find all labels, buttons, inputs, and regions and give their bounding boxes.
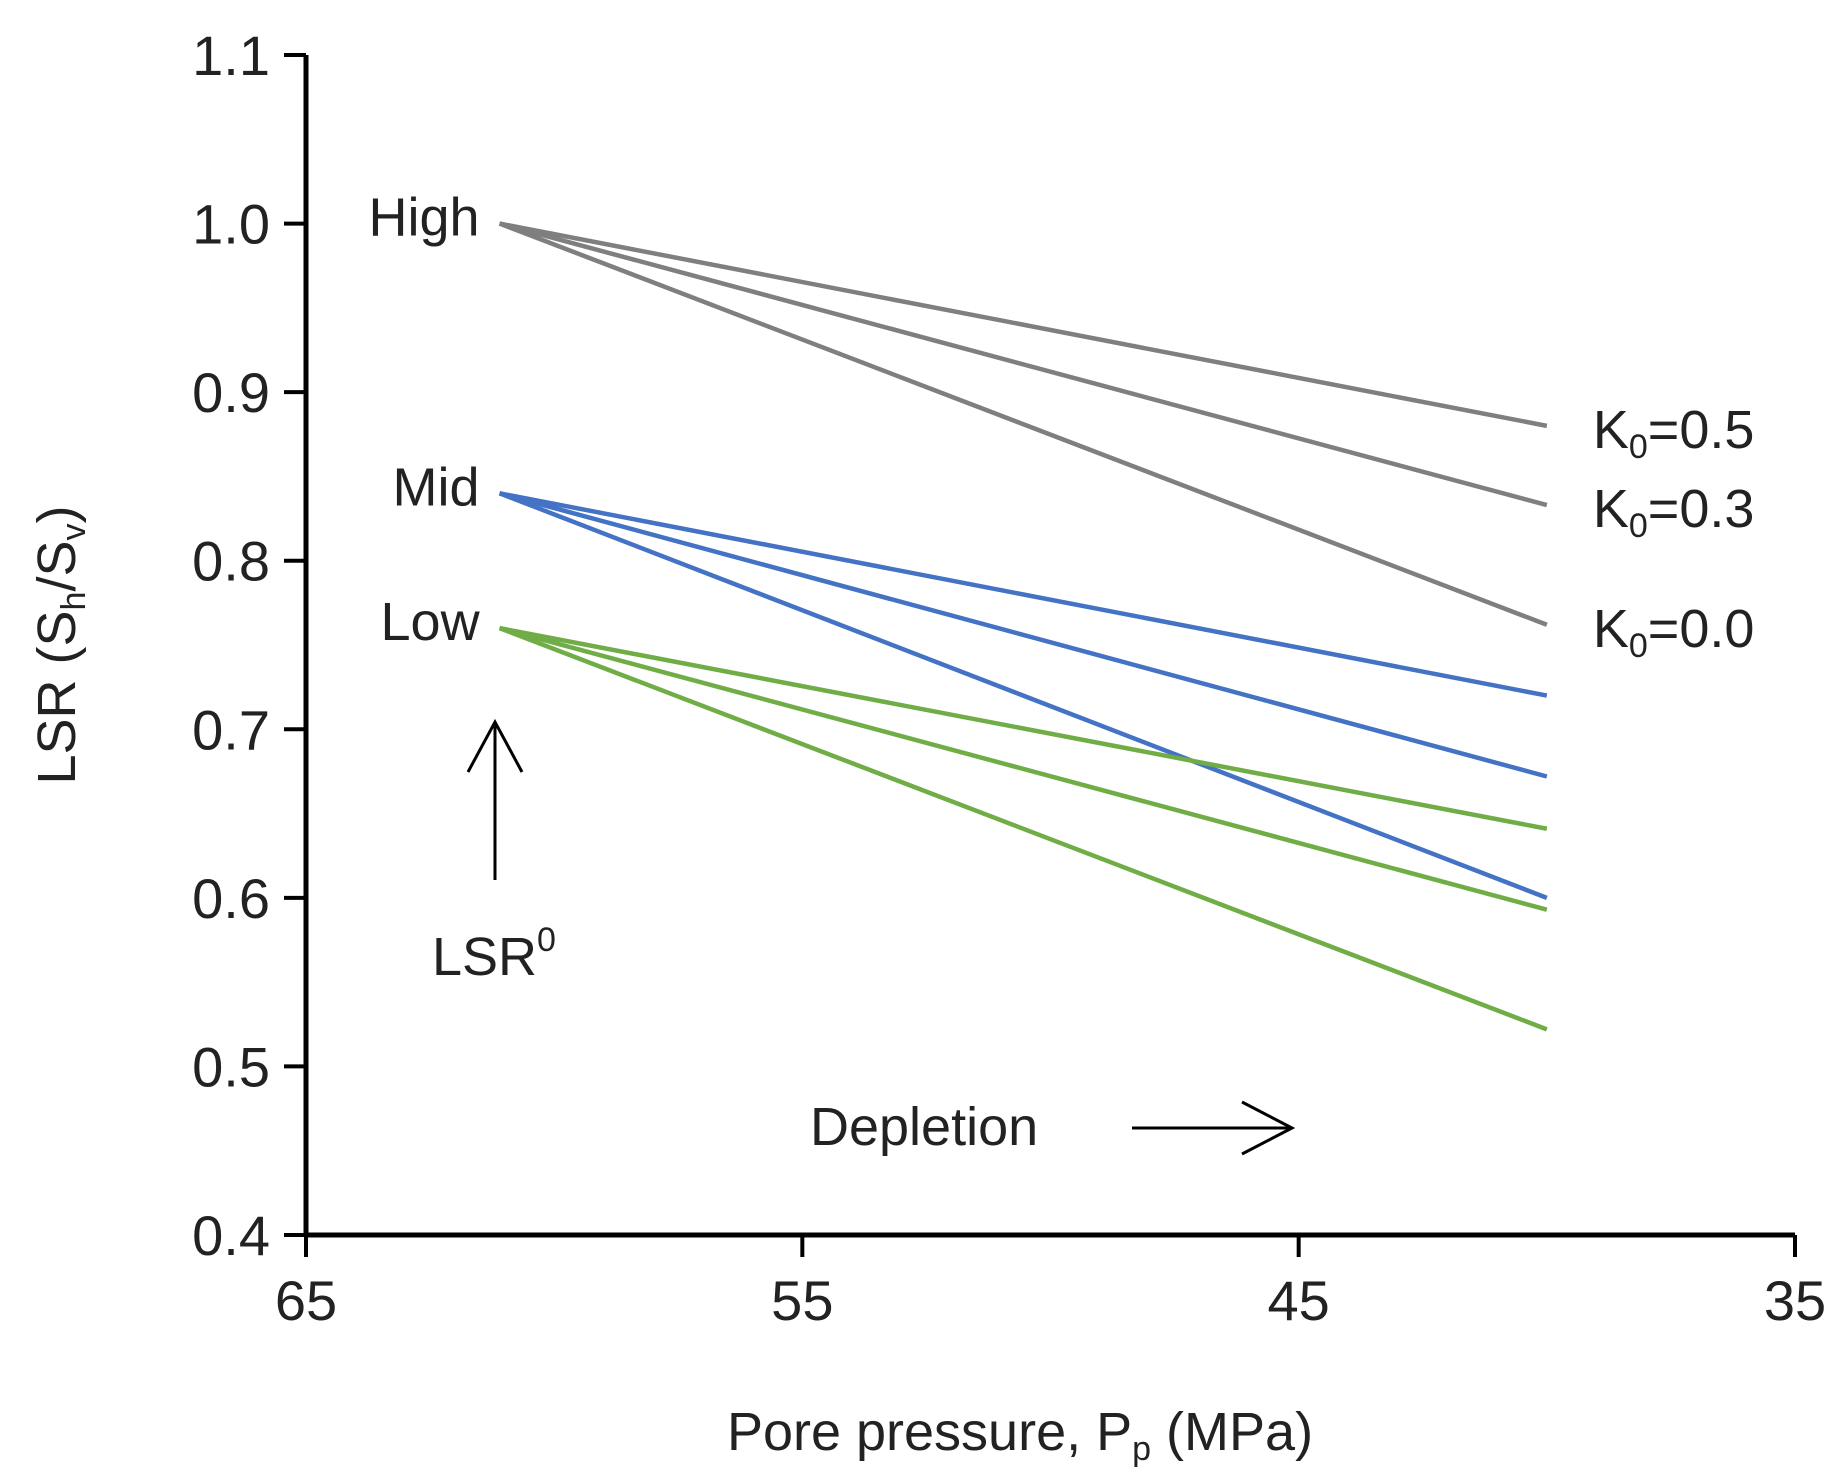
series-line-low — [498, 625, 1548, 912]
y-tick-label: 0.9 — [192, 361, 270, 424]
y-axis-title: LSR (Sh/Sv) — [27, 506, 93, 785]
x-tick-label: 35 — [1764, 1269, 1826, 1332]
series-line-low — [499, 625, 1548, 831]
series-line-mid — [498, 491, 1548, 900]
y-tick-label: 0.5 — [192, 1035, 270, 1098]
series-line-mid — [498, 491, 1548, 779]
y-tick-label: 0.7 — [192, 698, 270, 761]
x-tick-label: 45 — [1268, 1269, 1330, 1332]
series-line-high — [499, 221, 1548, 429]
depletion-annotation: Depletion — [810, 1097, 1296, 1157]
k0-label: K0=0.0 — [1593, 599, 1755, 665]
depletion-arrow-head — [1241, 1100, 1296, 1156]
y-tick-label: 0.6 — [192, 867, 270, 930]
axes — [303, 55, 1795, 1238]
series-line-high — [498, 221, 1548, 508]
series-line-mid — [499, 491, 1548, 698]
series-layer — [498, 221, 1548, 1032]
lsr0-label: LSR0 — [432, 921, 556, 987]
y-tick-label: 1.0 — [192, 193, 270, 256]
k-labels: K0=0.5 K0=0.3 K0=0.0 — [1593, 400, 1755, 665]
y-tick-label: 0.4 — [192, 1204, 270, 1267]
x-axis-title: Pore pressure, Pp (MPa) — [727, 1402, 1313, 1468]
start-label: Mid — [393, 457, 480, 517]
start-labels: High Mid Low — [369, 188, 481, 653]
ticks: 0.4 0.5 0.6 0.7 0.8 0.9 1.0 1.1 65 55 45 35 — [192, 24, 1826, 1332]
k0-label: K0=0.5 — [1593, 400, 1755, 466]
start-label: High — [369, 188, 480, 248]
start-label: Low — [381, 592, 481, 652]
depletion-label: Depletion — [810, 1097, 1038, 1157]
k0-label: K0=0.3 — [1593, 479, 1755, 545]
lsr0-annotation: LSR0 — [432, 718, 556, 987]
y-tick-label: 1.1 — [192, 24, 270, 87]
series-line-high — [498, 221, 1548, 627]
lsr0-arrow-head — [466, 718, 524, 773]
x-tick-label: 55 — [771, 1269, 833, 1332]
x-tick-label: 65 — [275, 1269, 337, 1332]
y-tick-label: 0.8 — [192, 530, 270, 593]
series-line-low — [498, 626, 1548, 1032]
